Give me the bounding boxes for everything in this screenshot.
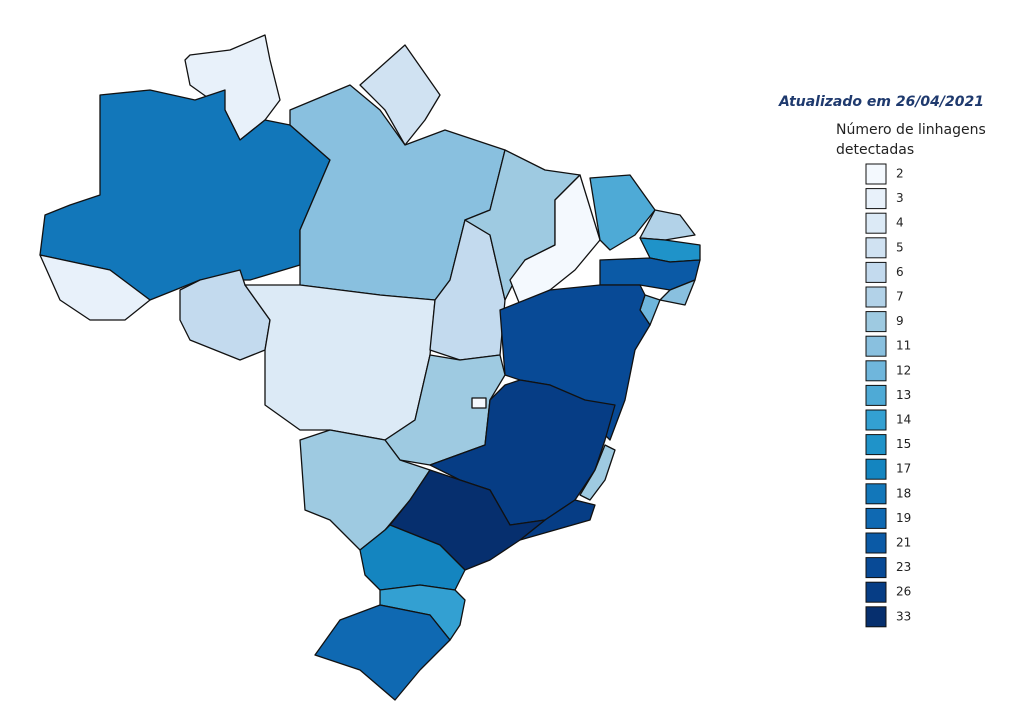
region bbox=[179, 269, 271, 361]
legend-swatch bbox=[865, 606, 887, 628]
legend-swatch bbox=[865, 507, 887, 529]
legend-swatch bbox=[865, 163, 887, 185]
legend-swatch bbox=[865, 237, 887, 259]
legend-swatch bbox=[865, 581, 887, 603]
region bbox=[579, 444, 616, 501]
legend-label: 12 bbox=[896, 363, 911, 377]
legend-label: 26 bbox=[896, 585, 911, 599]
region bbox=[314, 604, 451, 701]
region bbox=[359, 524, 466, 591]
region bbox=[639, 209, 696, 241]
region bbox=[659, 279, 696, 306]
legend-swatch bbox=[865, 286, 887, 308]
updated-label: Atualizado em 26/04/2021 bbox=[779, 94, 984, 110]
legend-swatch bbox=[865, 409, 887, 431]
legend-label: 21 bbox=[896, 536, 911, 550]
legend-label: 4 bbox=[896, 216, 904, 230]
legend-label: 18 bbox=[896, 486, 911, 500]
legend-swatch bbox=[865, 261, 887, 283]
legend-swatch bbox=[865, 212, 887, 234]
legend-swatch bbox=[865, 483, 887, 505]
legend-label: 13 bbox=[896, 388, 911, 402]
region bbox=[244, 284, 436, 441]
legend-swatch bbox=[865, 335, 887, 357]
legend-swatch bbox=[865, 360, 887, 382]
legend-swatch bbox=[865, 384, 887, 406]
legend-title: Número de linhagens detectadas bbox=[836, 122, 986, 158]
region bbox=[509, 174, 601, 306]
legend-label: 23 bbox=[896, 560, 911, 574]
legend-label: 7 bbox=[896, 290, 904, 304]
legend-label: 11 bbox=[896, 339, 911, 353]
legend-swatch bbox=[865, 458, 887, 480]
region bbox=[589, 174, 656, 251]
legend-swatch bbox=[865, 434, 887, 456]
legend-label: 33 bbox=[896, 609, 911, 623]
legend-label: 2 bbox=[896, 167, 904, 181]
legend-label: 17 bbox=[896, 462, 911, 476]
legend-label: 19 bbox=[896, 511, 911, 525]
region bbox=[39, 254, 151, 321]
legend-label: 5 bbox=[896, 240, 904, 254]
regions bbox=[39, 34, 701, 701]
legend-label: 15 bbox=[896, 437, 911, 451]
legend-label: 3 bbox=[896, 191, 904, 205]
legend-swatch bbox=[865, 532, 887, 554]
legend-swatch bbox=[865, 311, 887, 333]
legend-label: 6 bbox=[896, 265, 904, 279]
legend-swatch bbox=[865, 557, 887, 579]
legend-swatch bbox=[865, 188, 887, 210]
region bbox=[359, 44, 441, 146]
legend-label: 14 bbox=[896, 413, 911, 427]
region bbox=[471, 397, 487, 409]
legend-label: 9 bbox=[896, 314, 904, 328]
